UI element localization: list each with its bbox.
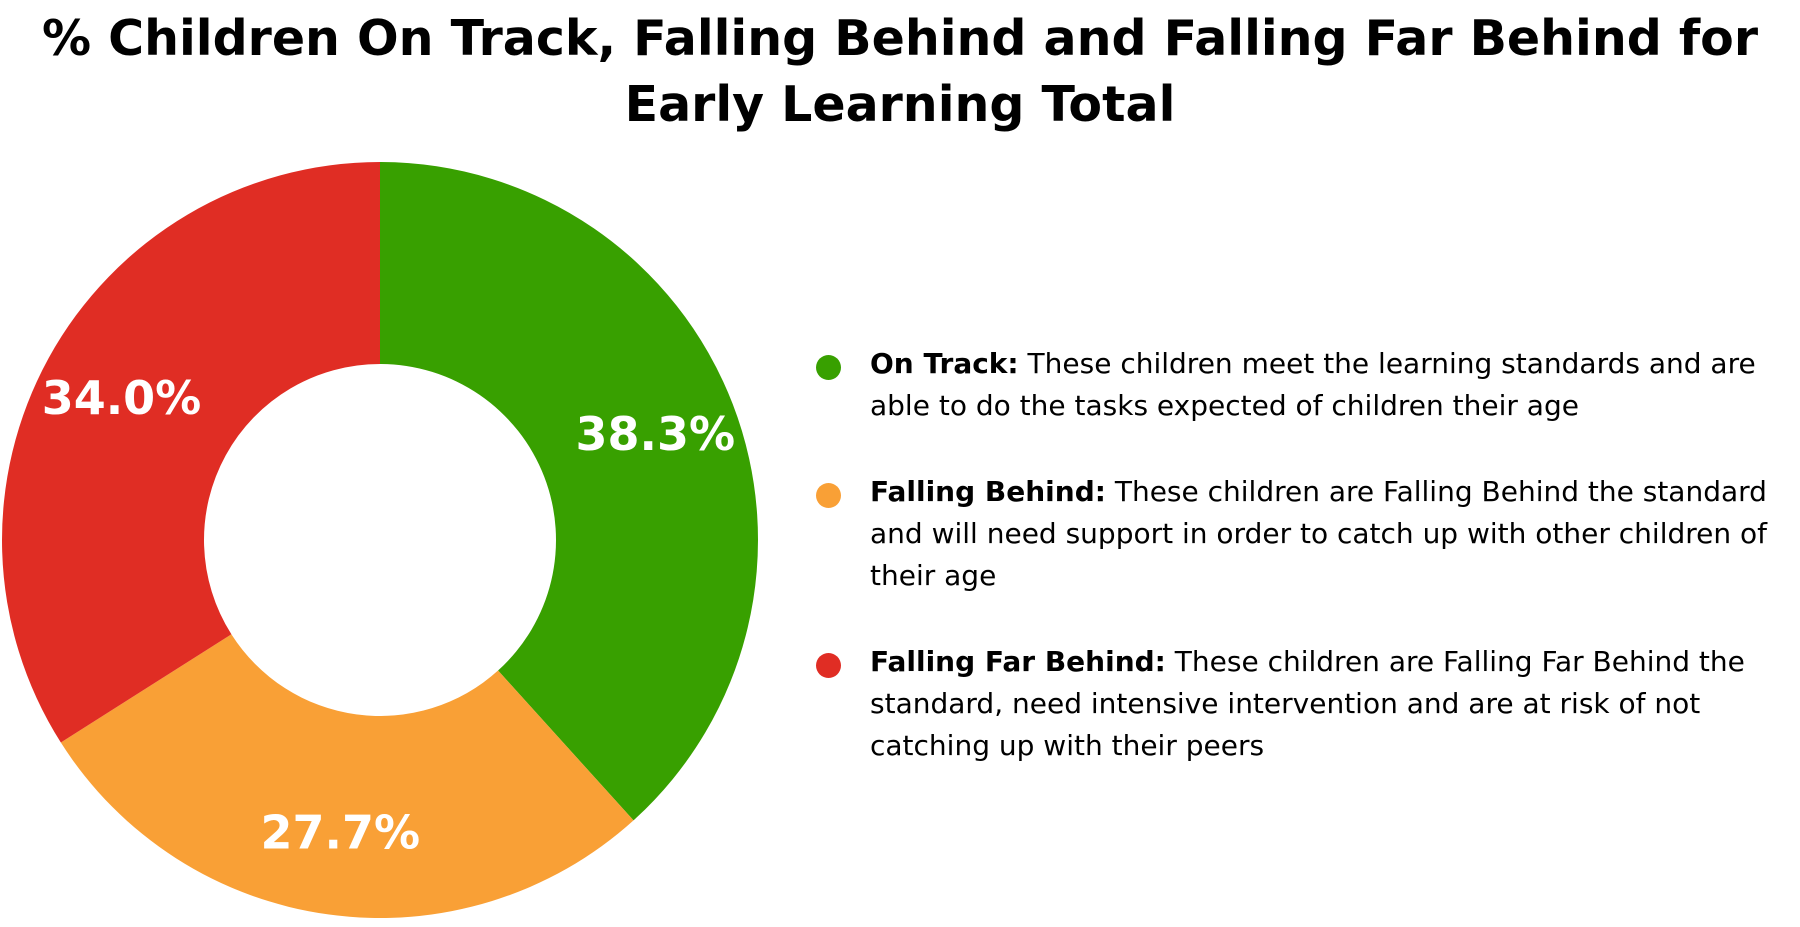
legend-description-on-track: These children meet the learning standar… bbox=[870, 347, 1756, 422]
legend-term-falling-far-behind: Falling Far Behind: bbox=[870, 645, 1166, 678]
slice-label-falling-behind: 27.7% bbox=[260, 805, 420, 859]
slice-label-falling-far-behind: 34.0% bbox=[42, 371, 202, 425]
legend-term-falling-behind: Falling Behind: bbox=[870, 475, 1106, 508]
legend: On Track: These children meet the learni… bbox=[816, 343, 1776, 767]
slice-label-on-track: 38.3% bbox=[575, 407, 735, 461]
slice-on-track bbox=[380, 162, 759, 821]
legend-description-falling-far-behind: These children are Falling Far Behind th… bbox=[870, 645, 1745, 762]
slice-falling-behind bbox=[60, 634, 634, 918]
legend-dot-falling-far-behind bbox=[816, 653, 841, 678]
legend-item-falling-behind: Falling Behind: These children are Falli… bbox=[816, 471, 1776, 597]
legend-description-falling-behind: These children are Falling Behind the st… bbox=[870, 475, 1768, 592]
legend-item-falling-far-behind: Falling Far Behind: These children are F… bbox=[816, 641, 1776, 767]
legend-dot-falling-behind bbox=[816, 483, 841, 508]
donut-chart: 38.3% 27.7% 34.0% bbox=[2, 162, 759, 918]
chart-title: % Children On Track, Falling Behind and … bbox=[41, 10, 1758, 133]
slice-falling-far-behind bbox=[2, 162, 381, 743]
legend-item-on-track: On Track: These children meet the learni… bbox=[816, 343, 1776, 427]
legend-term-on-track: On Track: bbox=[870, 347, 1019, 380]
legend-dot-on-track bbox=[816, 355, 841, 380]
